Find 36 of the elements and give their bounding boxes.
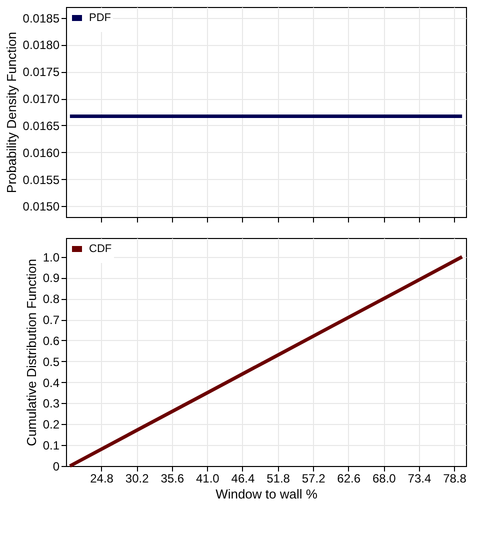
y-tick-label: 0.8 <box>42 292 60 306</box>
y-tick-label: 0.9 <box>42 271 60 286</box>
legend-label: CDF <box>89 243 112 255</box>
y-axis-title: Probability Density Function <box>4 32 19 194</box>
y-tick-label: 0.0160 <box>22 146 60 160</box>
y-axis-title: Cumulative Distribution Function <box>24 258 39 446</box>
y-tick-label: 0.6 <box>42 334 60 348</box>
y-tick-label: 0.4 <box>42 376 60 390</box>
line-series <box>68 255 464 468</box>
y-tick-label: 0.1 <box>42 438 60 453</box>
legend-label: PDF <box>89 12 112 24</box>
x-tick-label: 68.0 <box>372 472 396 486</box>
y-tick-label: 0.0165 <box>22 118 60 133</box>
x-tick-label: 78.8 <box>443 472 467 486</box>
y-tick-label: 0.3 <box>42 396 60 411</box>
y-tick-label: 0.0155 <box>22 172 60 187</box>
x-tick-label: 24.8 <box>90 472 114 486</box>
y-tick-label: 0.0180 <box>22 38 60 52</box>
x-tick-label: 46.4 <box>231 472 255 486</box>
x-tick-label: 62.6 <box>337 472 361 486</box>
x-tick-label: 41.0 <box>196 472 220 486</box>
y-tick-label: 0.0185 <box>22 11 60 26</box>
y-tick-label: 0.2 <box>42 418 60 432</box>
y-tick-label: 0 <box>52 460 60 474</box>
x-tick-label: 57.2 <box>302 472 326 486</box>
y-tick-label: 0.5 <box>42 354 60 369</box>
x-tick-label: 30.2 <box>125 472 150 486</box>
x-tick-label: 51.8 <box>266 472 290 486</box>
y-tick-label: 0.0170 <box>22 92 60 106</box>
y-tick-label: 0.7 <box>42 313 60 328</box>
y-tick-label: 0.0175 <box>22 65 60 80</box>
y-tick-label: 0.0150 <box>22 200 60 214</box>
x-axis-title: Window to wall % <box>216 486 318 502</box>
y-tick-label: 1.0 <box>42 250 60 264</box>
x-tick-label: 73.4 <box>408 472 432 486</box>
x-tick-label: 35.6 <box>160 472 184 486</box>
